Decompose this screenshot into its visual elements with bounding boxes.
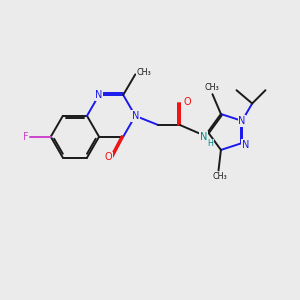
Text: H: H <box>208 139 214 148</box>
Text: O: O <box>184 97 191 107</box>
Text: CH₃: CH₃ <box>205 83 219 92</box>
Text: CH₃: CH₃ <box>137 68 152 77</box>
Text: O: O <box>105 152 112 162</box>
Text: N: N <box>132 111 139 121</box>
Text: N: N <box>242 140 249 149</box>
Text: N: N <box>238 116 246 126</box>
Text: N: N <box>95 90 103 100</box>
Text: CH₃: CH₃ <box>213 172 227 182</box>
Text: F: F <box>23 132 28 142</box>
Text: N: N <box>200 131 207 142</box>
